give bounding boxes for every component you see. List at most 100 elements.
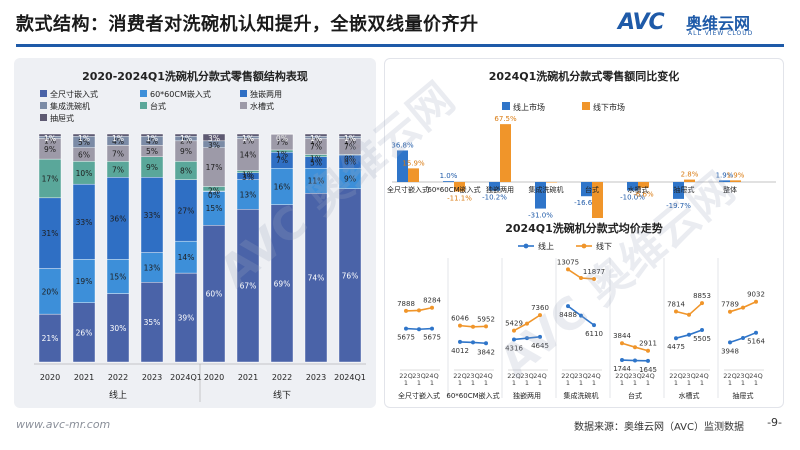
x-tick-label: 1 [754,379,758,387]
segment-label: 1% [276,150,288,159]
legend-swatch [240,90,247,97]
price-label: 7888 [397,300,415,308]
x-tick-label: 23Q [412,372,425,380]
segment-label: 1% [344,136,356,145]
segment-label: 7% [310,143,322,152]
segment-label: 1% [146,134,158,143]
segment-label: 1% [44,134,56,143]
price-point [404,308,408,313]
price-point [633,358,637,363]
price-point [566,304,570,309]
segment-label: 1% [112,134,124,143]
segment-label: 9% [44,145,56,154]
x-tick-label: 全尺寸嵌入式 [387,185,429,194]
category-label: 台式 [628,391,642,400]
category-label: 抽屉式 [733,391,754,400]
stack-segment [202,133,226,142]
price-label: 9032 [747,291,765,299]
yoy-bar [719,180,730,182]
chart-title: 2024Q1洗碗机分款式零售额同比变化 [489,69,680,83]
x-tick-label: 2020 [40,373,60,382]
segment-label: 15% [206,204,223,213]
legend-label: 独嵌两用 [250,89,282,99]
price-point [728,309,732,314]
price-point [430,305,434,310]
legend-label: 线上 [538,241,554,251]
yoy-bar [673,182,684,199]
segment-label: 20% [42,287,59,296]
price-label: 7360 [531,304,549,312]
price-label: 3842 [477,348,495,356]
x-tick-label: 整体 [723,185,737,194]
x-tick-label: 2020 [204,373,224,382]
x-tick-label: 1 [741,379,745,387]
x-tick-label: 1 [646,379,650,387]
x-tick-label: 1 [728,379,732,387]
segment-label: 11% [308,177,325,186]
stack-segment [236,133,260,137]
price-label: 7814 [667,300,685,308]
segment-label: 31% [42,229,59,238]
logo-chinese-name: 奥维云网 [686,14,751,33]
stack-segment [304,133,328,137]
x-tick-label: 22Q [453,372,466,380]
price-point [525,336,529,341]
price-point [620,341,624,346]
price-point [458,339,462,344]
price-label: 5164 [747,338,765,346]
price-label: 8488 [559,311,577,319]
yoy-value-label: 36.8% [391,141,414,149]
segment-label: 3% [242,173,254,182]
stack-segment [174,133,198,137]
x-tick-label: 2024Q1 [334,373,366,382]
x-tick-label: 1 [592,379,596,387]
price-label: 1744 [613,365,631,373]
footer-source: 数据来源：奥维云网（AVC）监测数据 [573,422,744,433]
price-point [646,358,650,363]
x-tick-label: 23Q [574,372,587,380]
x-tick-label: 22Q [507,372,520,380]
price-point [417,327,421,332]
x-tick-label: 24Q [479,372,492,380]
legend-label: 集成洗碗机 [50,101,90,111]
price-label: 4645 [531,342,549,350]
x-tick-label: 22Q [615,372,628,380]
brand-logo: AVC 奥维云网 ALL VIEW CLOUD [618,8,778,44]
logo-english-name: ALL VIEW CLOUD [688,30,754,37]
price-point [754,330,758,335]
legend-swatch [140,90,147,97]
x-tick-label: 23Q [736,372,749,380]
page-title: 款式结构：消费者对洗碗机认知提升，全嵌双线量价齐升 [16,14,479,35]
segment-label: 16% [274,182,291,191]
price-point [741,336,745,340]
legend-swatch [582,102,590,110]
yoy-value-label: 1.0% [440,172,458,180]
price-point [728,340,732,345]
price-point [674,336,678,341]
legend-label: 60*60CM嵌入式 [150,89,211,99]
segment-label: 76% [342,271,359,280]
legend-swatch [40,90,47,97]
segment-label: 69% [274,279,291,288]
segment-label: 9% [146,163,158,172]
group-label-offline: 线下 [273,389,291,401]
segment-label: 13% [240,190,257,199]
stack-segment [270,133,294,135]
yoy-bar [638,182,649,188]
x-tick-label: 23Q [682,372,695,380]
yoy-bar [500,124,511,182]
price-label: 4316 [505,344,523,352]
x-tick-label: 24Q [641,372,654,380]
x-tick-label: 1 [525,379,529,387]
segment-label: 74% [308,274,325,283]
segment-label: 4% [112,137,124,146]
yoy-value-label: -31.0% [528,212,553,218]
x-tick-label: 2022 [272,373,292,382]
x-tick-label: 24Q [587,372,600,380]
group-label-online: 线上 [109,389,127,401]
price-point [579,276,583,280]
price-point [430,326,434,331]
x-tick-label: 22Q [561,372,574,380]
price-label: 6110 [585,330,603,338]
